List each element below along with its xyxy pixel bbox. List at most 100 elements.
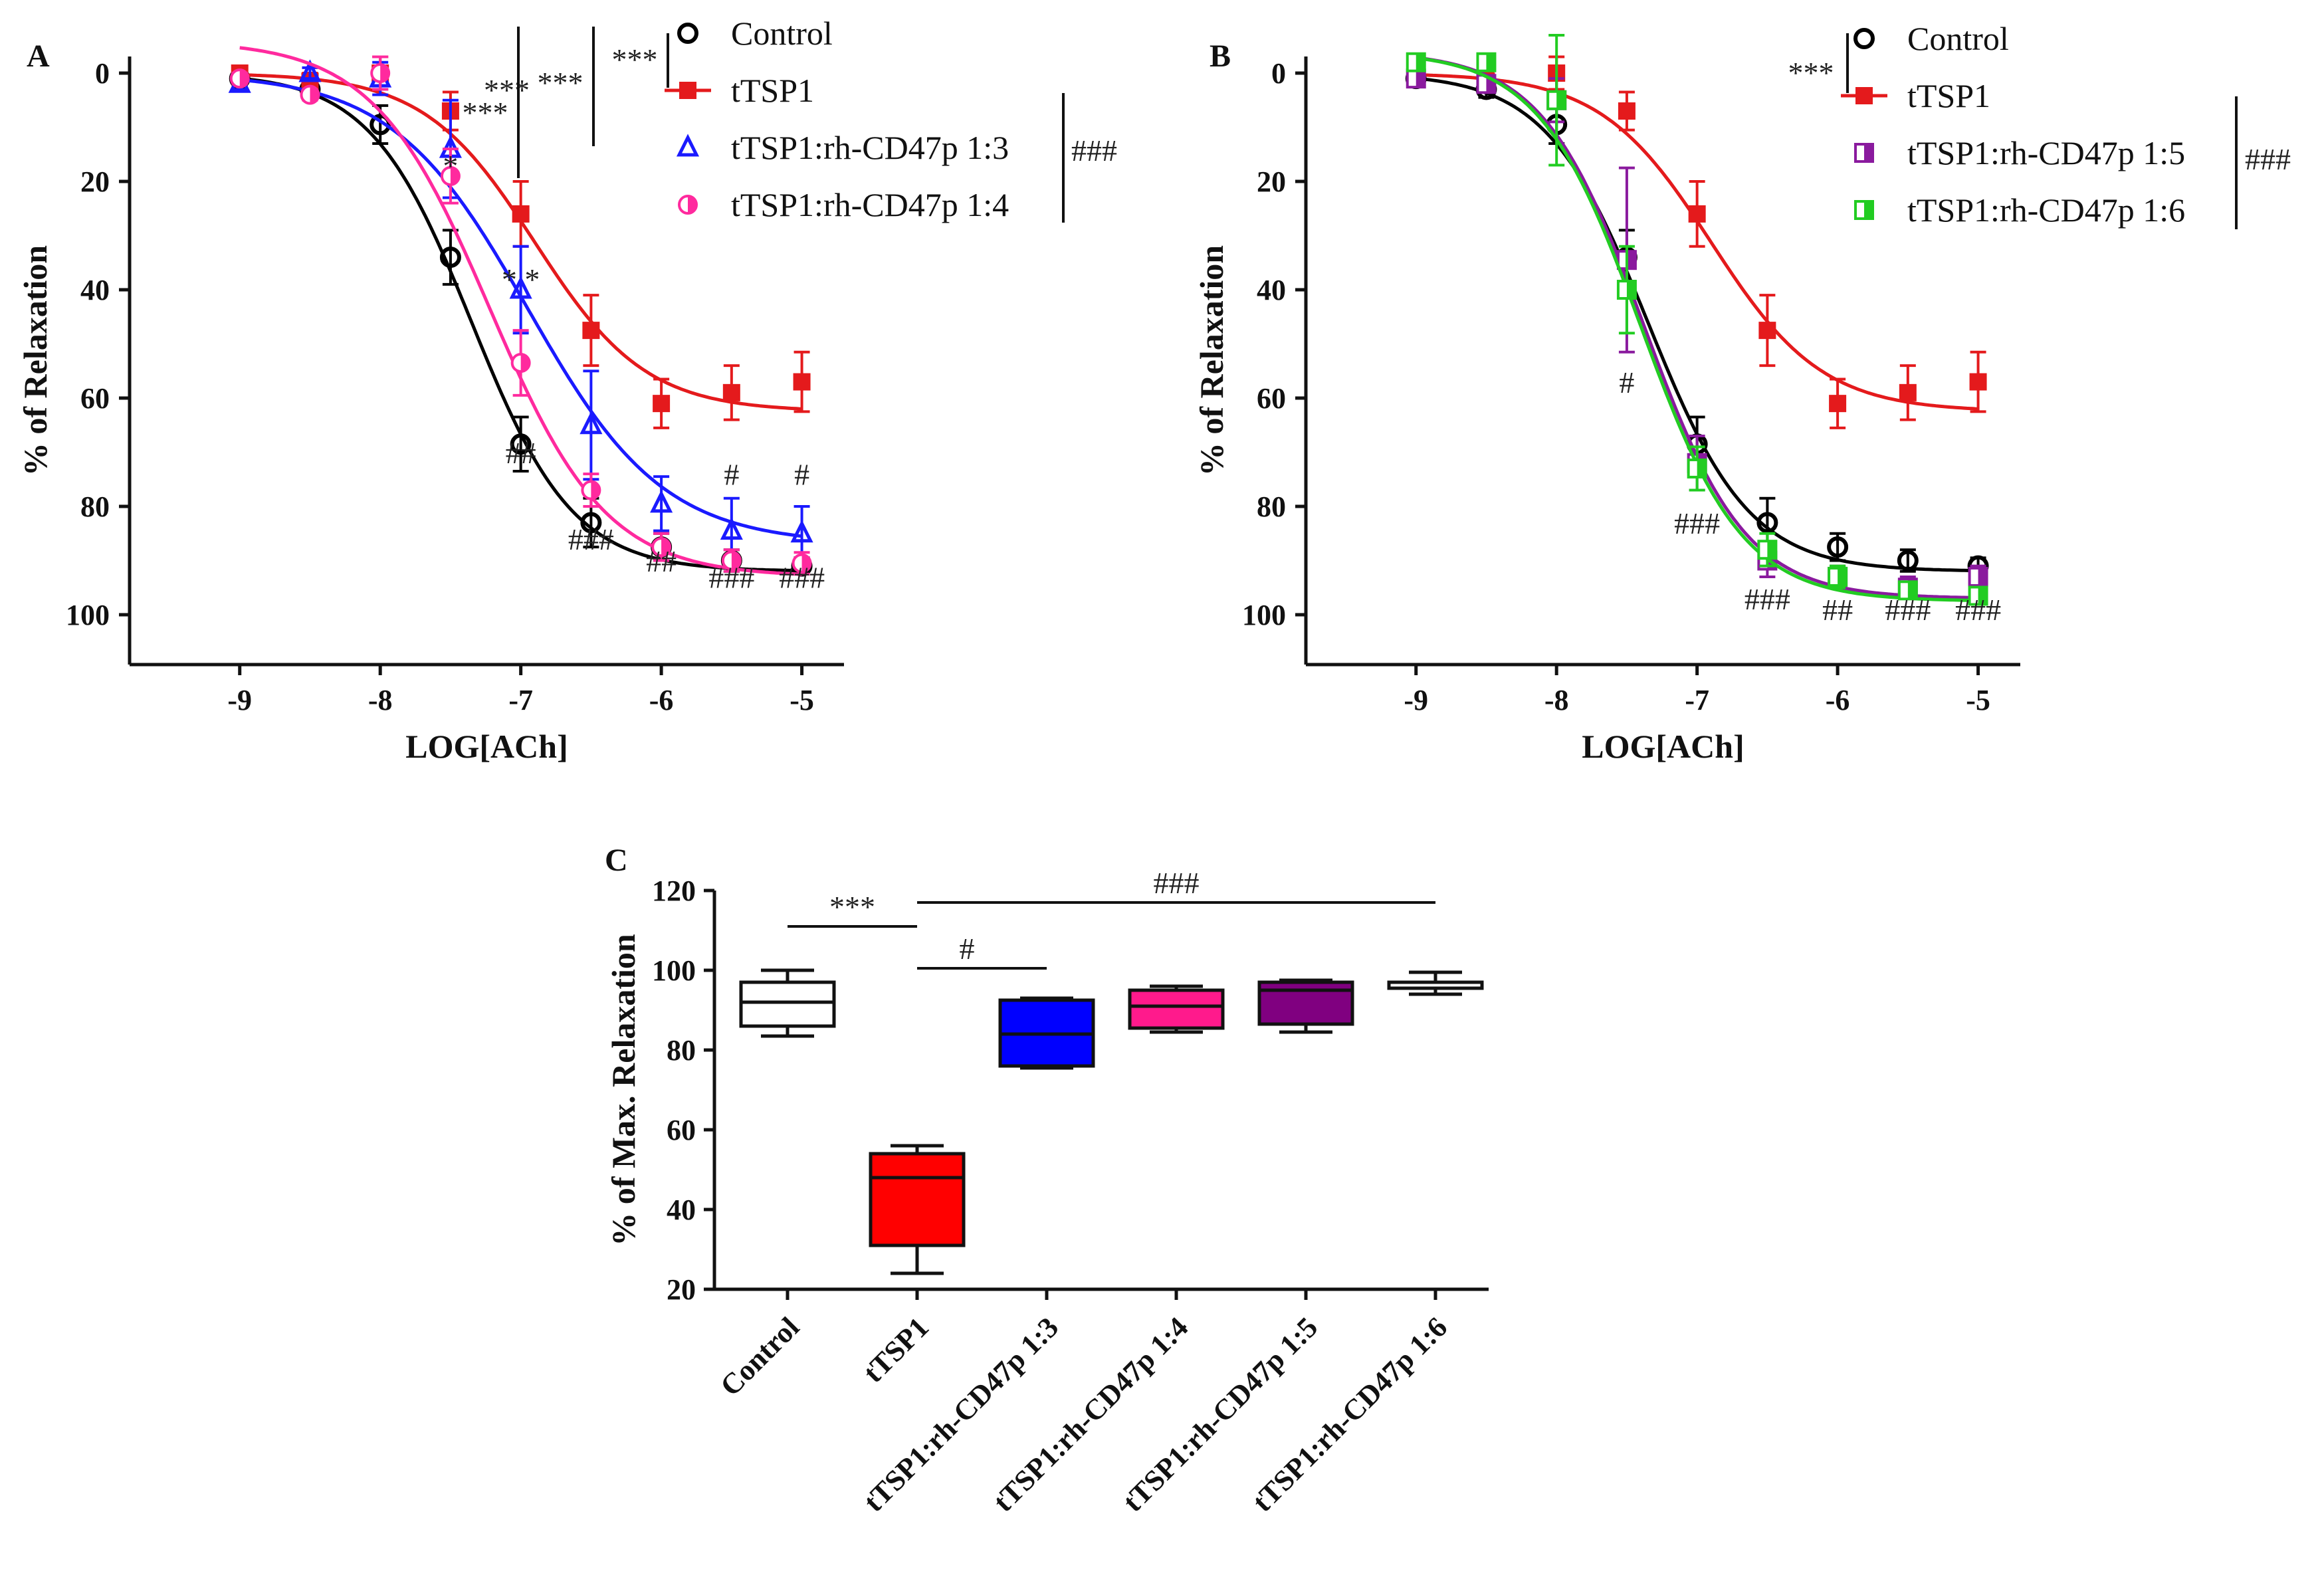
significance-mark: ###	[1674, 506, 1720, 540]
y-tick-label: 0	[1271, 57, 1286, 90]
box-2	[869, 1144, 966, 1275]
y-tick-label: 60	[80, 382, 110, 415]
y-tick-label: 20	[80, 165, 110, 198]
data-point	[509, 276, 532, 299]
data-point	[229, 68, 250, 89]
data-point	[650, 490, 673, 513]
panel-a: A 0 20 40 60 80 100 -9 -8 -7 -6 -5 LOG[ACh] % of Rela…	[17, 15, 1117, 765]
data-point	[370, 114, 391, 136]
data-point-fill	[520, 354, 530, 372]
data-point	[722, 383, 740, 401]
x-tick-label: -7	[508, 684, 533, 716]
data-point	[1897, 550, 1919, 572]
y-tick-label: 40	[1257, 274, 1286, 306]
significance-mark: ###	[1744, 582, 1790, 616]
significance-mark: ***	[484, 73, 530, 107]
legend-label: Control	[1907, 20, 2009, 57]
y-tick-label: 0	[95, 57, 110, 90]
data-point-fill	[380, 64, 389, 82]
y-tick-label: 20	[1257, 165, 1286, 198]
x-tick-label: -6	[1826, 684, 1850, 716]
data-point-fill	[731, 552, 740, 570]
legend-marker	[677, 23, 698, 44]
box-3	[998, 996, 1095, 1070]
data-point	[792, 553, 812, 574]
data-point-fill	[239, 70, 249, 88]
data-point	[510, 433, 532, 455]
significance-label: ***	[538, 66, 583, 100]
legend-group-mark: ###	[1071, 134, 1117, 167]
box-6	[1387, 970, 1484, 996]
box-5	[1257, 978, 1354, 1034]
data-point	[1688, 205, 1706, 223]
data-point	[1969, 373, 1987, 391]
data-point	[1968, 566, 1988, 587]
significance-mark: ##	[646, 544, 677, 578]
panel-label: C	[605, 843, 628, 878]
data-point-fill	[1767, 541, 1776, 559]
y-tick-label: 60	[667, 1114, 696, 1146]
data-point-fill	[801, 554, 811, 572]
x-tick-label: -6	[649, 684, 674, 716]
data-point-fill	[310, 86, 319, 104]
series-1	[1405, 68, 1989, 577]
data-point	[651, 537, 672, 558]
significance-mark: ###	[1885, 593, 1931, 627]
data-point	[1899, 383, 1917, 401]
data-point-fill	[450, 167, 459, 185]
legend-marker	[1854, 143, 1874, 163]
data-point	[580, 411, 603, 435]
significance-mark: #	[1619, 366, 1634, 399]
significance-mark: ###	[1955, 593, 2001, 627]
panel-label: A	[27, 39, 50, 74]
legend: Control tTSP1 tTSP1:rh-CD47p 1:5 tTSP1:rh-C…	[1841, 20, 2185, 229]
box-body	[1128, 988, 1225, 1030]
y-tick-label: 20	[667, 1273, 696, 1306]
panel-c: C 20 40 60 80 100 120 % of Max. Relaxation Contr…	[605, 843, 1489, 1518]
significance-label: ***	[612, 43, 658, 76]
x-tick-label: -5	[790, 684, 814, 716]
legend-label: tTSP1	[731, 72, 814, 109]
data-point-fill	[1626, 251, 1636, 269]
data-point	[1618, 102, 1636, 120]
data-point	[793, 373, 811, 391]
significance-label: ***	[1788, 56, 1834, 90]
panel-label: B	[1210, 39, 1231, 74]
series-2	[1407, 55, 1987, 429]
data-point-fill	[1626, 281, 1636, 298]
significance-label: ###	[1154, 866, 1200, 900]
significance-mark: #	[794, 457, 809, 491]
legend-label: tTSP1:rh-CD47p 1:6	[1907, 191, 2185, 229]
data-point-fill	[591, 481, 600, 499]
data-point	[1476, 52, 1497, 72]
y-axis-title: % of Relaxation	[1193, 245, 1230, 476]
data-point	[300, 84, 320, 105]
y-tick-label: 80	[1257, 490, 1286, 523]
box-body	[869, 1152, 966, 1247]
data-point	[1757, 540, 1778, 560]
significance-label: ***	[463, 96, 508, 130]
series-4	[229, 46, 812, 576]
y-axis-title: % of Relaxation	[17, 245, 54, 476]
significance-mark: #	[724, 457, 739, 491]
data-point	[370, 63, 391, 83]
x-tick-label: Control	[714, 1311, 805, 1402]
data-point	[1687, 458, 1707, 478]
x-tick-label: -7	[1685, 684, 1709, 716]
significance-mark: *	[443, 149, 458, 183]
y-tick-label: 40	[80, 274, 110, 306]
data-point	[298, 59, 322, 82]
data-point	[720, 517, 743, 540]
x-axis-title: LOG[ACh]	[405, 728, 568, 765]
data-point	[582, 322, 600, 340]
data-point	[580, 512, 602, 534]
x-tick-label: tTSP1	[857, 1311, 935, 1389]
x-tick-label: -8	[1544, 684, 1569, 716]
data-point	[653, 395, 671, 413]
panel-b: B 0 20 40 60 80 100 -9 -8 -7 -6 -5 LOG[ACh] % of Rela…	[1193, 20, 2291, 765]
legend-group-mark: ###	[2245, 142, 2291, 176]
legend-label: tTSP1	[1907, 77, 1990, 114]
data-point	[1616, 280, 1637, 300]
y-tick-label: 40	[667, 1194, 696, 1226]
